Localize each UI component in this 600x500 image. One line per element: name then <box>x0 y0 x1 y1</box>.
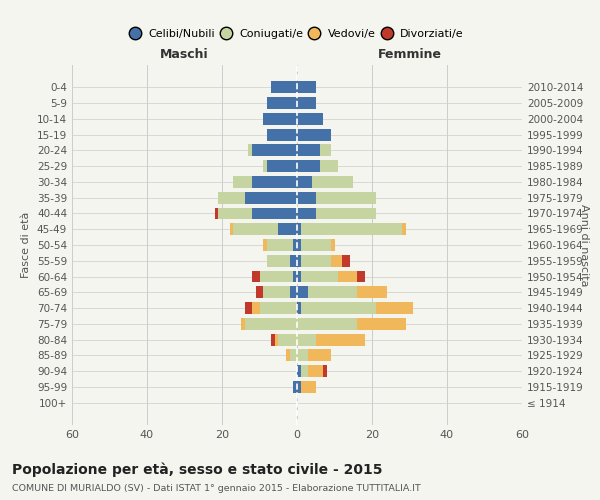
Bar <box>229 224 233 235</box>
Bar <box>252 176 297 188</box>
Y-axis label: Anni di nascita: Anni di nascita <box>579 204 589 286</box>
Bar <box>233 224 278 235</box>
Bar <box>297 318 357 330</box>
Bar <box>215 208 218 220</box>
Bar <box>308 350 331 362</box>
Bar <box>256 286 263 298</box>
Bar <box>245 302 252 314</box>
Bar <box>297 239 301 251</box>
Bar <box>263 239 267 251</box>
Bar <box>297 381 301 393</box>
Bar <box>290 255 297 266</box>
Bar <box>267 160 297 172</box>
Bar <box>297 128 331 140</box>
Bar <box>297 224 301 235</box>
Bar <box>312 176 353 188</box>
Bar <box>263 286 290 298</box>
Bar <box>263 160 267 172</box>
Bar <box>297 286 308 298</box>
Bar <box>218 192 245 203</box>
Bar <box>233 176 252 188</box>
Bar <box>357 270 365 282</box>
Bar <box>338 270 357 282</box>
Bar <box>342 255 349 266</box>
Bar <box>301 381 316 393</box>
Bar <box>218 208 252 220</box>
Bar <box>301 366 308 377</box>
Bar <box>267 97 297 109</box>
Bar <box>278 224 297 235</box>
Bar <box>301 270 338 282</box>
Bar <box>308 366 323 377</box>
Bar <box>245 192 297 203</box>
Bar <box>297 144 320 156</box>
Legend: Celibi/Nubili, Coniugati/e, Vedovi/e, Divorziati/e: Celibi/Nubili, Coniugati/e, Vedovi/e, Di… <box>126 24 468 44</box>
Bar <box>267 239 293 251</box>
Bar <box>293 270 297 282</box>
Bar <box>301 224 402 235</box>
Bar <box>252 144 297 156</box>
Bar <box>290 350 297 362</box>
Bar <box>267 255 290 266</box>
Bar <box>297 366 301 377</box>
Bar <box>297 350 308 362</box>
Bar <box>357 286 387 298</box>
Bar <box>260 270 293 282</box>
Bar <box>320 160 338 172</box>
Bar <box>278 334 297 345</box>
Bar <box>297 192 316 203</box>
Bar <box>260 302 297 314</box>
Text: COMUNE DI MURIALDO (SV) - Dati ISTAT 1° gennaio 2015 - Elaborazione TUTTITALIA.I: COMUNE DI MURIALDO (SV) - Dati ISTAT 1° … <box>12 484 421 493</box>
Bar <box>297 270 301 282</box>
Bar <box>275 334 278 345</box>
Bar <box>323 366 327 377</box>
Bar <box>331 239 335 251</box>
Bar <box>297 255 301 266</box>
Bar <box>331 255 342 266</box>
Bar <box>252 302 260 314</box>
Text: Maschi: Maschi <box>160 48 209 62</box>
Bar <box>376 302 413 314</box>
Bar <box>316 192 376 203</box>
Bar <box>263 113 297 124</box>
Bar <box>271 334 275 345</box>
Bar <box>293 381 297 393</box>
Bar <box>297 82 316 93</box>
Bar <box>245 318 297 330</box>
Bar <box>301 255 331 266</box>
Bar <box>297 176 312 188</box>
Bar <box>320 144 331 156</box>
Bar <box>402 224 406 235</box>
Bar <box>297 113 323 124</box>
Bar <box>316 334 365 345</box>
Bar <box>297 334 316 345</box>
Bar <box>271 82 297 93</box>
Bar <box>297 97 316 109</box>
Bar <box>252 270 260 282</box>
Bar <box>301 239 331 251</box>
Bar <box>267 128 297 140</box>
Bar <box>293 239 297 251</box>
Bar <box>316 208 376 220</box>
Bar <box>297 208 316 220</box>
Bar <box>308 286 357 298</box>
Text: Popolazione per età, sesso e stato civile - 2015: Popolazione per età, sesso e stato civil… <box>12 462 383 477</box>
Bar <box>241 318 245 330</box>
Bar <box>286 350 290 362</box>
Bar <box>248 144 252 156</box>
Text: Femmine: Femmine <box>377 48 442 62</box>
Bar <box>252 208 297 220</box>
Bar <box>297 302 301 314</box>
Bar <box>357 318 406 330</box>
Bar <box>301 302 376 314</box>
Y-axis label: Fasce di età: Fasce di età <box>22 212 31 278</box>
Bar <box>290 286 297 298</box>
Bar <box>297 160 320 172</box>
